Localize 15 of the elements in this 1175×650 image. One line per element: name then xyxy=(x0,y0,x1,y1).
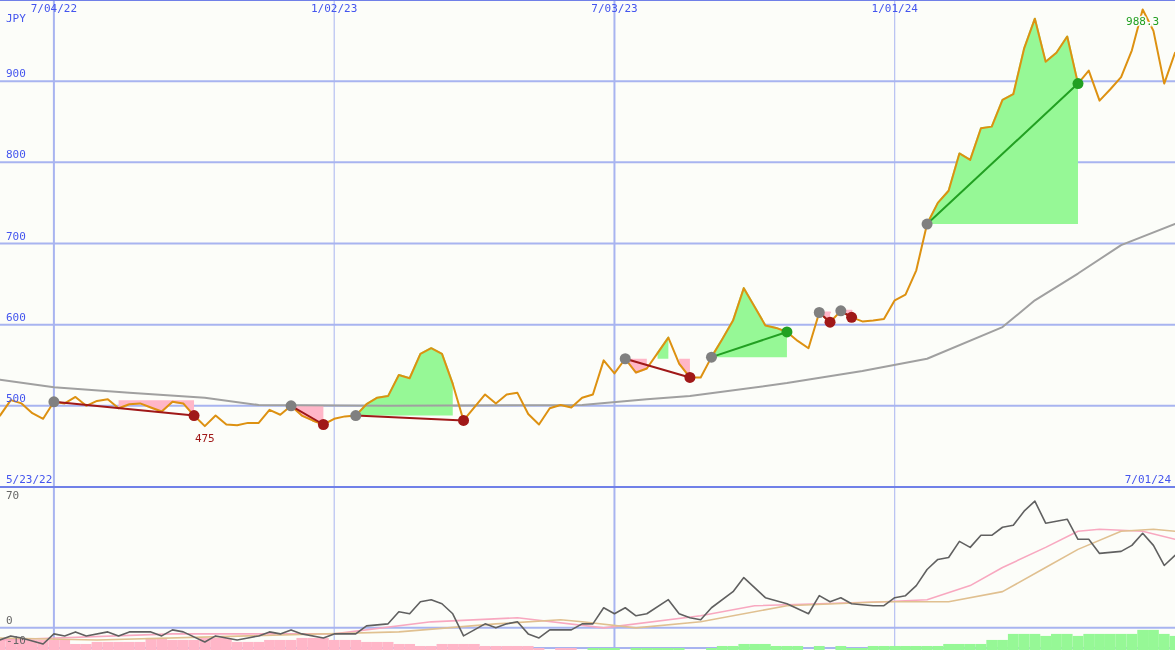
y-tick-label: 0 xyxy=(6,613,13,627)
y-tick-label: 70 xyxy=(6,489,20,502)
y-tick-label: 900 xyxy=(6,67,26,81)
annotation: 5/23/22 xyxy=(6,473,53,486)
y-axis-title: JPY xyxy=(6,12,27,25)
x-tick-label: 7/04/22 xyxy=(30,2,78,15)
x-tick-label: 1/01/24 xyxy=(871,2,919,15)
y-tick-label: 500 xyxy=(6,391,26,405)
x-tick-label: 1/02/23 xyxy=(310,2,358,15)
y-tick-label: 700 xyxy=(6,229,26,243)
annotation: 7/01/24 xyxy=(1124,473,1172,486)
x-tick-label: 7/03/23 xyxy=(591,2,638,15)
y-tick-label: 600 xyxy=(6,310,26,324)
annotation: 475 xyxy=(194,432,215,446)
y-tick-label: 800 xyxy=(6,148,26,162)
